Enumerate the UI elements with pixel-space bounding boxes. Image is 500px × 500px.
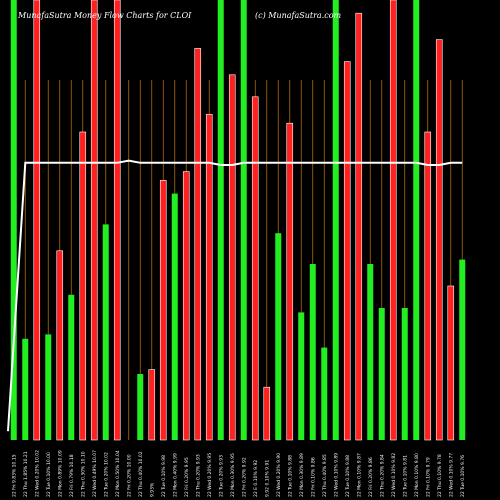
x-tick-label: 9.93% xyxy=(149,482,155,497)
bar xyxy=(159,180,167,441)
x-tick-label: 22 Thu 0.40% 10.02 xyxy=(138,451,144,497)
bar xyxy=(33,0,41,441)
x-tick-label: 22 Wed 0.20% 9.95 xyxy=(207,453,213,497)
bar xyxy=(22,338,29,440)
bar xyxy=(113,0,121,441)
money-flow-line xyxy=(7,159,463,432)
x-tick-label: 22 Thu 0.30% 10.10 xyxy=(80,451,86,497)
x-tick-label: 22 Fri 0.79% 10.18 xyxy=(69,454,75,497)
x-tick-label: 22 Fri 9.83% 10.15 xyxy=(11,454,17,497)
bar xyxy=(343,61,351,441)
bar xyxy=(194,48,202,441)
bar xyxy=(459,259,466,440)
x-tick-label: 22 Mon 0.10% 9.87 xyxy=(356,453,362,497)
bar xyxy=(275,233,282,440)
x-tick-label: 22 Mon 0.40% 9.99 xyxy=(172,453,178,497)
x-axis-labels: 22 Fri 9.83% 10.15 22 Thu 1.85% 10.21 22 W… xyxy=(11,450,466,497)
x-tick-label: 22 Wed 0.20% 9.90 xyxy=(276,453,282,497)
x-tick-label: 22 Thu 1.85% 10.21 xyxy=(23,451,29,497)
x-tick-label: 22 Tue 0.20% 9.93 xyxy=(218,455,224,497)
bar xyxy=(355,12,363,441)
bar xyxy=(435,39,443,441)
bar xyxy=(90,0,98,441)
bar xyxy=(102,224,109,440)
x-tick-label: 22 Wed 0.49% 10.07 xyxy=(92,450,98,497)
bar xyxy=(10,0,17,440)
bar xyxy=(182,171,190,441)
x-tick-label: 22 Fri 0.10% 9.79 xyxy=(425,457,431,497)
x-tick-label: 22 Wed 0.10% 9.82 xyxy=(391,453,397,497)
x-tick-label: 22 Wed 0.20% 10.02 xyxy=(34,450,40,497)
bar xyxy=(309,264,316,440)
x-tick-label: 22 Thu 0.10% 9.78 xyxy=(437,454,443,497)
x-tick-label: 22 Wed 0.10% 9.89 xyxy=(333,453,339,497)
bar xyxy=(79,131,87,441)
x-tick-label: 22 Fri 0.20% 9.95 xyxy=(184,457,190,497)
x-tick-label: 22 Fri 0.20% 10.00 xyxy=(126,454,132,497)
bar xyxy=(286,122,294,441)
x-tick-label: 22 Fri 0.20% 9.86 xyxy=(368,457,374,497)
bar xyxy=(68,294,75,440)
chart-title: MunafaSutra Money Flow Charts for CLOI xyxy=(17,11,192,20)
bar xyxy=(378,308,385,440)
x-tick-label: 22 Thu 0.40% 9.85 xyxy=(322,454,328,497)
bars xyxy=(10,0,466,441)
x-tick-label: 22 Fri 0.10% 9.86 xyxy=(310,457,316,497)
x-tick-label: 22 Fri 0.20% 9.92 xyxy=(241,457,247,497)
x-tick-label: 22 Mon 0.10% 9.80 xyxy=(414,453,420,497)
x-tick-label: 22 Tue 0.10% 9.98 xyxy=(161,455,167,497)
bar xyxy=(251,96,259,441)
bar xyxy=(205,114,213,441)
bar xyxy=(424,131,432,441)
bar xyxy=(263,386,271,441)
bar xyxy=(401,308,408,440)
bar xyxy=(413,0,420,440)
x-tick-label: 22 Mon 0.30% 9.95 xyxy=(230,453,236,497)
bar xyxy=(217,0,224,440)
x-tick-label: 22 E 0.10% 9.92 xyxy=(253,460,259,497)
x-tick-label: 22 Thu 0.20% 9.84 xyxy=(379,454,385,497)
x-tick-label: 22 Mon 0.50% 10.04 xyxy=(115,450,121,497)
watermark: (c) MunafaSutra.com xyxy=(255,11,342,20)
x-tick-label: 22 Mon 0.30% 9.89 xyxy=(299,453,305,497)
bar xyxy=(332,0,339,440)
bar xyxy=(367,264,374,440)
bar xyxy=(148,369,156,441)
bar xyxy=(298,312,305,440)
x-tick-label: 22 Thu 0.20% 9.93 xyxy=(195,454,201,497)
x-tick-label: 22 Tue 0.10% 9.81 xyxy=(402,455,408,497)
x-tick-label: 22 Tue 0.10% 9.88 xyxy=(287,455,293,497)
x-tick-label: 22 Tue 0.10% 10.00 xyxy=(46,452,52,497)
x-tick-label: 22 Mon 0.89% 10.09 xyxy=(57,450,63,497)
x-tick-label: 9.92 0.10% 9.91 xyxy=(264,460,270,497)
bar xyxy=(137,374,144,440)
bar xyxy=(228,74,236,441)
x-tick-label: 22 Tue 0.20% 10.02 xyxy=(103,452,109,497)
bar xyxy=(45,334,52,440)
bar xyxy=(240,0,247,440)
x-tick-label: 22 Tue 0.10% 9.88 xyxy=(345,455,351,497)
x-tick-label: 22 Tue 0.10% 9.76 xyxy=(460,455,466,497)
x-tick-label: 22 Wed 0.10% 9.77 xyxy=(448,453,454,497)
bar xyxy=(321,347,328,440)
bar xyxy=(389,0,397,441)
bar xyxy=(56,250,64,441)
bar xyxy=(447,285,455,441)
bar xyxy=(171,193,178,440)
